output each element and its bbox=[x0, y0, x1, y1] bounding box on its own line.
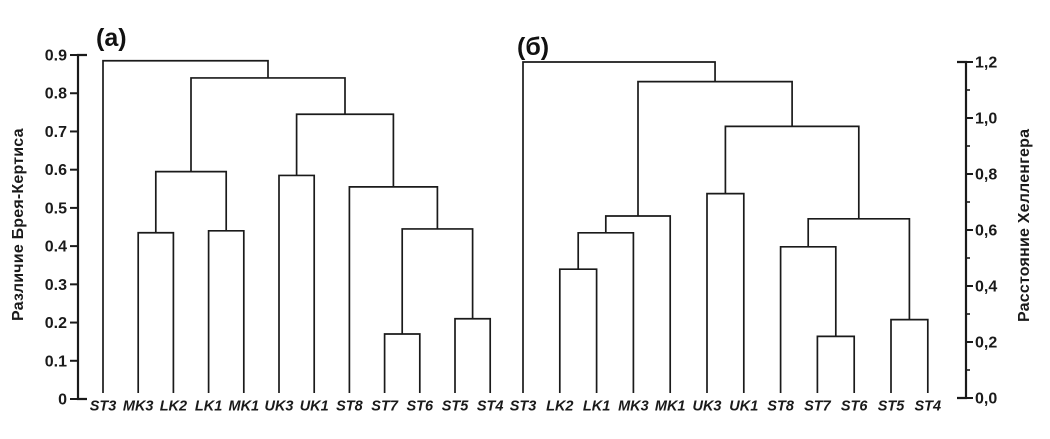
y-tick-label: 0,4 bbox=[975, 279, 997, 296]
leaf-label-st4: ST4 bbox=[477, 399, 504, 415]
leaf-label-lk2: LK2 bbox=[546, 399, 573, 415]
dendrogram-link bbox=[779, 245, 837, 393]
left-axis-title: Различие Брея-Кертиса bbox=[10, 128, 27, 322]
y-axis-line bbox=[76, 53, 87, 401]
leaf-label-mk1: MK1 bbox=[228, 399, 259, 415]
y-tick-label: 0,6 bbox=[975, 223, 997, 240]
leaf-label-mk1: MK1 bbox=[655, 399, 686, 415]
y-tick-label: 0.2 bbox=[45, 315, 67, 332]
leaf-label-mk3: MK3 bbox=[618, 399, 649, 415]
panel-label-a: (а) bbox=[96, 24, 127, 52]
y-tick-label: 0.7 bbox=[45, 124, 67, 141]
dendrogram-link bbox=[454, 317, 492, 393]
dendrogram-link bbox=[207, 229, 245, 393]
dendrogram-link bbox=[724, 125, 860, 219]
y-tick-label: 0.1 bbox=[45, 353, 67, 370]
y-tick-label: 0.8 bbox=[45, 86, 67, 103]
y-tick-label: 1,2 bbox=[975, 55, 997, 72]
leaf-label-st3: ST3 bbox=[510, 399, 537, 415]
leaf-label-st8: ST8 bbox=[336, 399, 364, 415]
y-tick-label: 0.3 bbox=[45, 277, 67, 294]
dendrogram-link bbox=[383, 333, 421, 393]
y-tick-label: 0,0 bbox=[975, 391, 997, 408]
leaf-label-mk3: MK3 bbox=[123, 399, 154, 415]
dendrogram-link bbox=[348, 186, 439, 393]
dendrogram-link bbox=[637, 80, 793, 216]
leaf-label-uk1: UK1 bbox=[729, 399, 758, 415]
y-tick-label: 0.4 bbox=[45, 239, 67, 256]
leaf-label-lk1: LK1 bbox=[195, 399, 222, 415]
dendrogram-link bbox=[706, 192, 745, 393]
dendrogram-b: ST3 LK2 LK1 MK3 MK1 UK3 UK1 ST8 ST7 ST6 ST5 ST4 1,2 1… bbox=[510, 55, 998, 415]
leaf-label-st5: ST5 bbox=[878, 399, 906, 415]
y-tick-label: 0.5 bbox=[45, 200, 67, 217]
leaf-label-st4: ST4 bbox=[915, 399, 942, 415]
leaf-label-st3: ST3 bbox=[90, 399, 117, 415]
leaf-label-st5: ST5 bbox=[442, 399, 470, 415]
leaf-label-st6: ST6 bbox=[407, 399, 435, 415]
right-axis-title: Расстояние Хелленгера bbox=[1016, 128, 1033, 323]
dendrogram-link bbox=[522, 61, 716, 393]
leaf-label-st8: ST8 bbox=[767, 399, 795, 415]
dendrogram-link bbox=[890, 318, 929, 393]
y-tick-label: 0.9 bbox=[45, 48, 67, 65]
dendrogram-link bbox=[102, 59, 269, 393]
leaf-label-uk3: UK3 bbox=[692, 399, 721, 415]
leaf-label-uk3: UK3 bbox=[264, 399, 293, 415]
panel-label-b: (б) bbox=[517, 33, 550, 61]
dendrogram-link bbox=[604, 215, 672, 393]
leaf-label-lk1: LK1 bbox=[583, 399, 610, 415]
dendrogram-link bbox=[190, 77, 346, 172]
dendrogram-link bbox=[816, 335, 856, 393]
leaf-label-st6: ST6 bbox=[841, 399, 869, 415]
y-tick-label: 0.6 bbox=[45, 162, 67, 179]
leaf-label-st7: ST7 bbox=[371, 399, 399, 415]
dendrogram-link bbox=[154, 170, 228, 233]
y-tick-label: 0,2 bbox=[975, 335, 997, 352]
dendrogram-link bbox=[577, 231, 635, 393]
leaf-label-uk1: UK1 bbox=[300, 399, 329, 415]
y-tick-label: 0,8 bbox=[975, 167, 997, 184]
dendrogram-link bbox=[558, 268, 598, 393]
dendrogram-a: ST3 MK3 LK2 LK1 MK1 UK3 UK1 ST8 ST7 ST6 ST5 ST4 0.9 0… bbox=[45, 48, 504, 415]
dendrogram-link bbox=[137, 231, 175, 393]
dendrogram-link bbox=[278, 174, 316, 393]
y-tick-label: 0 bbox=[58, 392, 67, 409]
dendrogram-link bbox=[807, 217, 911, 320]
y-axis-line bbox=[957, 60, 968, 400]
y-tick-label: 1,0 bbox=[975, 111, 997, 128]
leaf-label-lk2: LK2 bbox=[160, 399, 187, 415]
leaf-label-st7: ST7 bbox=[804, 399, 832, 415]
